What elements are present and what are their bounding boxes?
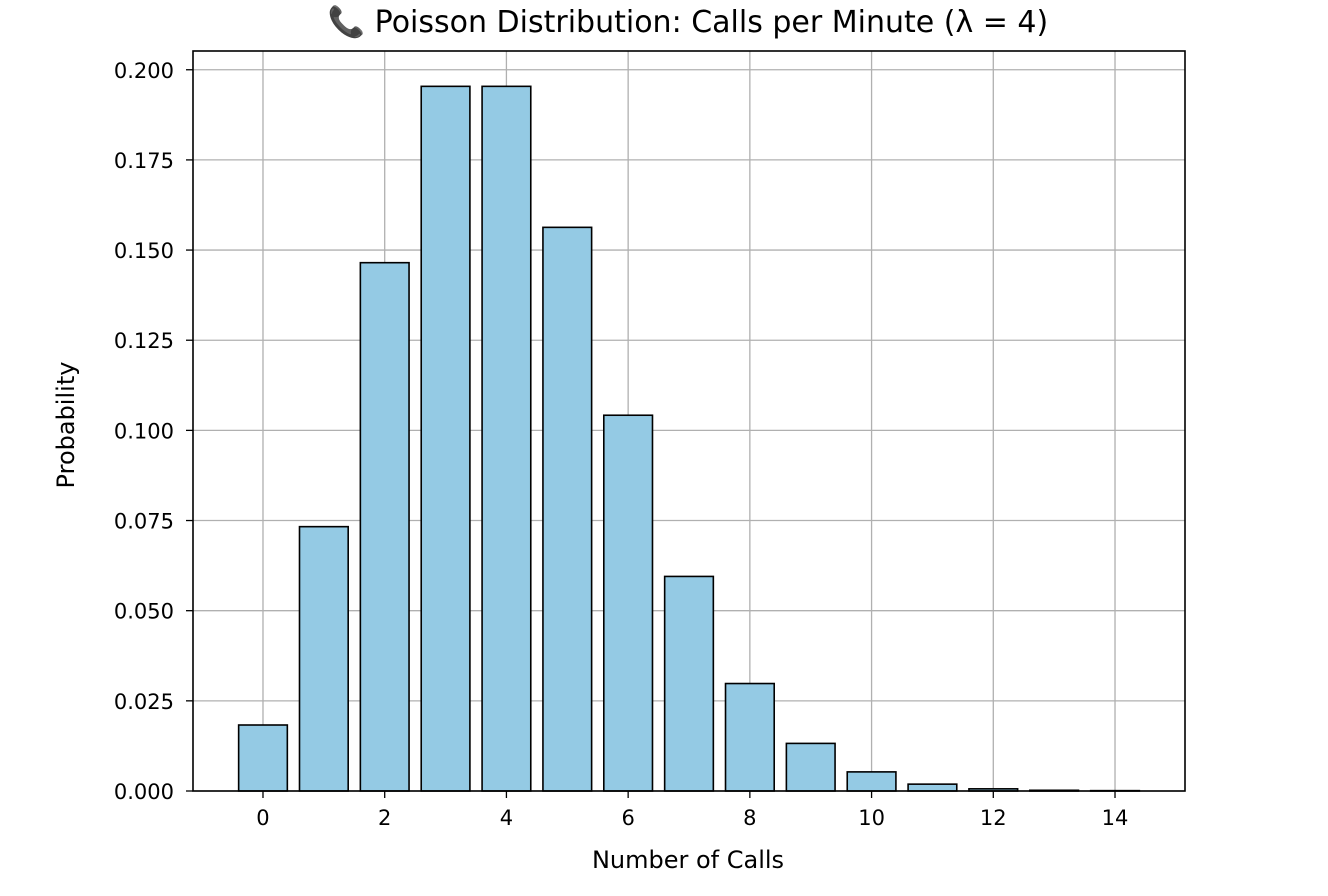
- x-tick-label: 2: [378, 806, 391, 830]
- x-tick-label: 10: [858, 806, 885, 830]
- bar-calls-11: [907, 783, 958, 792]
- bar-calls-0: [237, 724, 289, 792]
- x-tick-label: 0: [256, 806, 269, 830]
- bar-calls-2: [359, 261, 410, 792]
- y-tick-label: 0.000: [114, 780, 174, 804]
- x-tick-label: 6: [621, 806, 634, 830]
- bar-calls-9: [785, 742, 836, 792]
- plot-frame: [192, 50, 1186, 792]
- bar-calls-4: [481, 85, 532, 792]
- bar-calls-7: [663, 575, 715, 792]
- chart-title: 📞 Poisson Distribution: Calls per Minute…: [328, 2, 1048, 40]
- x-axis-label: Number of Calls: [592, 846, 784, 874]
- grid-layer: [193, 51, 1185, 792]
- bars-layer: [237, 85, 1141, 792]
- bar-calls-3: [420, 85, 471, 792]
- y-tick-label: 0.150: [114, 239, 174, 263]
- y-tick-label: 0.125: [114, 329, 174, 353]
- x-tick-label: 4: [500, 806, 513, 830]
- x-tick-label: 8: [743, 806, 756, 830]
- bar-calls-1: [298, 525, 349, 792]
- bar-calls-10: [846, 771, 897, 792]
- y-tick-label: 0.025: [114, 690, 174, 714]
- y-tick-label: 0.100: [114, 419, 174, 443]
- y-tick-label: 0.200: [114, 59, 174, 83]
- x-tick-label: 14: [1102, 806, 1129, 830]
- bar-calls-6: [602, 414, 654, 792]
- y-tick-label: 0.075: [114, 510, 174, 534]
- y-tick-label: 0.175: [114, 149, 174, 173]
- x-axis-ticks: 0 2 4 6 8 10 12 14: [256, 791, 1128, 830]
- y-tick-label: 0.050: [114, 600, 174, 624]
- y-axis-ticks: 0.000 0.025 0.050 0.075 0.100 0.125 0.150 0.175…: [114, 59, 193, 804]
- bar-calls-5: [542, 226, 593, 792]
- bar-calls-8: [724, 682, 776, 792]
- y-axis-label: Probability: [52, 362, 80, 489]
- x-tick-label: 12: [980, 806, 1007, 830]
